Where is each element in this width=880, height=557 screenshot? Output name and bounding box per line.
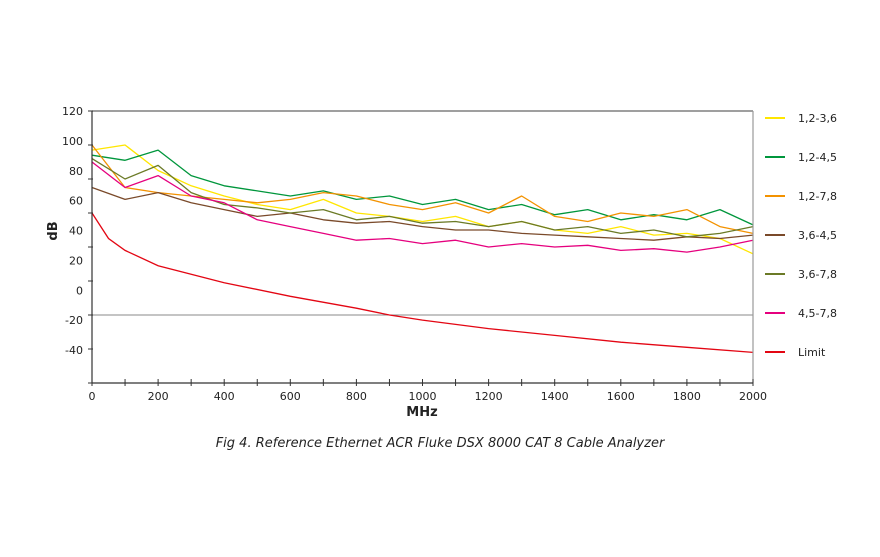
- series-line-1,2-3,6: [91, 144, 754, 255]
- series-line-4,5-7,8: [91, 161, 754, 253]
- y-tick-label: -20: [65, 314, 83, 327]
- y-tick-label: 20: [69, 254, 83, 267]
- x-tick-label: 0: [89, 390, 96, 403]
- series-line-1,2-7,8: [91, 144, 754, 235]
- series-line-3,6-7,8: [91, 158, 754, 238]
- y-axis-label: dB: [46, 221, 61, 240]
- x-axis-label: MHz: [406, 405, 437, 420]
- limit-line: [91, 212, 754, 354]
- y-tick-label: 60: [69, 195, 83, 208]
- y-tick-label: -40: [65, 344, 83, 357]
- legend-label: 4,5-7,8: [798, 307, 837, 320]
- legend-label: 1,2-3,6: [798, 112, 837, 125]
- legend-label: 1,2-4,5: [798, 151, 837, 164]
- legend-label: 1,2-7,8: [798, 190, 837, 203]
- x-tick-label: 400: [214, 390, 235, 403]
- legend-label: Limit: [798, 346, 826, 359]
- x-tick-label: 200: [148, 390, 169, 403]
- x-tick-label: 1000: [409, 390, 437, 403]
- legend-label: 3,6-4,5: [798, 229, 837, 242]
- y-tick-label: 40: [69, 225, 83, 238]
- series-line-3,6-4,5: [91, 186, 754, 241]
- y-tick-label: 120: [62, 105, 83, 118]
- x-tick-label: 1800: [673, 390, 701, 403]
- series-line-1,2-4,5: [91, 149, 754, 226]
- x-tick-label: 1400: [541, 390, 569, 403]
- y-tick-label: 80: [69, 165, 83, 178]
- legend-label: 3,6-7,8: [798, 268, 837, 281]
- x-tick-label: 2000: [739, 390, 767, 403]
- y-tick-label: 0: [76, 284, 83, 297]
- figure-caption: Fig 4. Reference Ethernet ACR Fluke DSX …: [216, 436, 666, 451]
- x-tick-label: 600: [280, 390, 301, 403]
- y-tick-label: 100: [62, 135, 83, 148]
- x-tick-label: 1600: [607, 390, 635, 403]
- x-tick-label: 1200: [475, 390, 503, 403]
- x-tick-label: 800: [346, 390, 367, 403]
